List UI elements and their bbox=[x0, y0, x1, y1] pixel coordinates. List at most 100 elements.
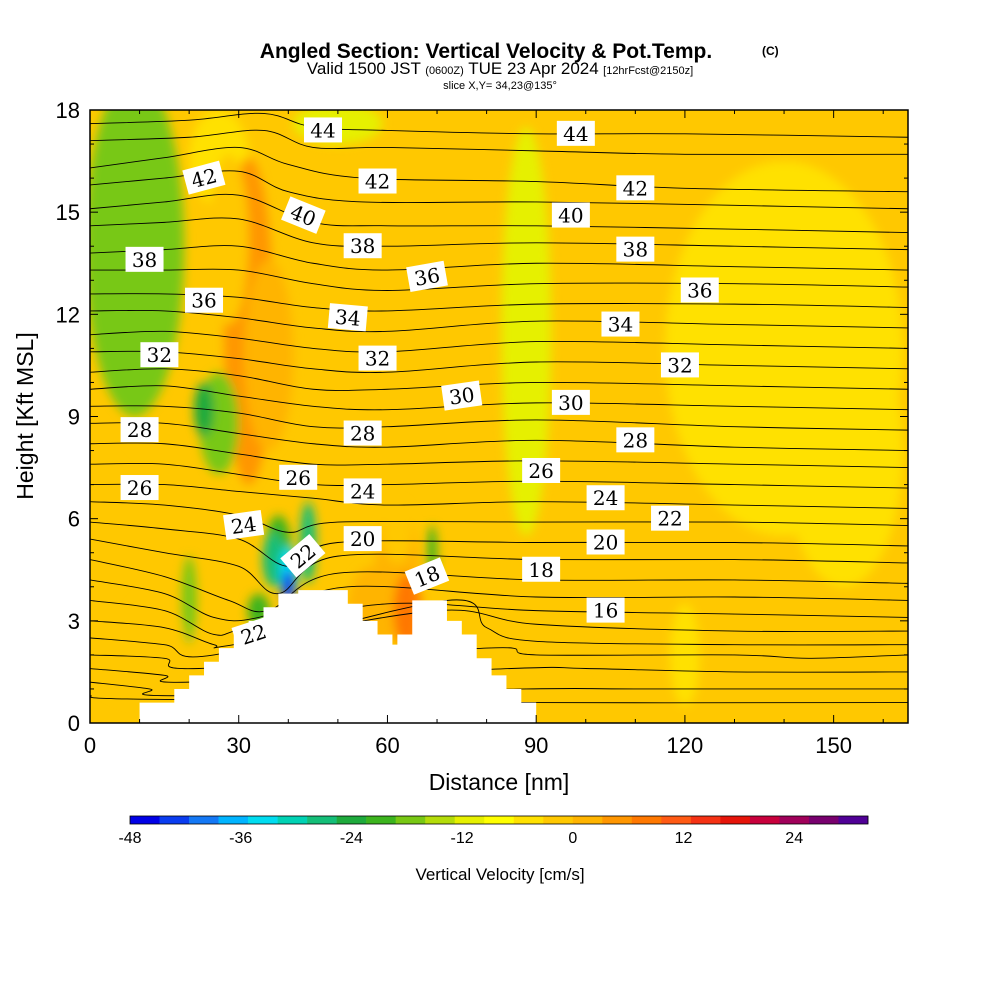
contour-label-16: 32 bbox=[358, 345, 397, 371]
velocity-cell-10 bbox=[784, 314, 904, 587]
colorbar-swatch bbox=[631, 816, 662, 824]
contour-line-25 bbox=[90, 501, 908, 533]
contour-label-text: 36 bbox=[191, 289, 216, 313]
colorbar-swatch bbox=[277, 816, 308, 824]
contour-label-box bbox=[120, 475, 159, 501]
chart-subtitle: Valid 1500 JST (0600Z) TUE 23 Apr 2024 [… bbox=[307, 59, 693, 78]
contour-label-box bbox=[343, 526, 382, 552]
colorbar-swatch bbox=[690, 816, 721, 824]
contour-label-box bbox=[358, 168, 397, 194]
contour-label-text: 20 bbox=[350, 527, 375, 551]
subtitle-forecast: [12hrFcst@2150z] bbox=[603, 65, 693, 77]
contour-label-14: 34 bbox=[601, 311, 640, 337]
contour-label-text: 28 bbox=[350, 422, 375, 446]
vertical-velocity-fill bbox=[90, 110, 904, 706]
contour-label-text: 28 bbox=[127, 418, 152, 442]
contour-label-text: 20 bbox=[593, 531, 618, 555]
contour-line-28 bbox=[90, 442, 908, 469]
colorbar-swatch bbox=[159, 816, 190, 824]
subtitle-valid: Valid 1500 JST bbox=[307, 59, 421, 78]
contour-label-text: 18 bbox=[528, 558, 553, 582]
colorbar-tick-label: -24 bbox=[340, 830, 363, 847]
colorbar-swatch bbox=[484, 816, 515, 824]
colorbar-ticks: -48 -36 -24 -12 0 12 24 bbox=[118, 830, 803, 847]
contour-label-26: 24 bbox=[343, 478, 382, 504]
contour-label-28: 24 bbox=[223, 509, 265, 541]
contour-label-text: 28 bbox=[623, 428, 648, 452]
contour-line-22 bbox=[90, 559, 908, 613]
contour-line-16 bbox=[90, 666, 908, 683]
colorbar-swatch bbox=[336, 816, 367, 824]
colorbar-tick-label: -48 bbox=[118, 830, 141, 847]
contour-line-18 bbox=[90, 599, 908, 658]
contour-label-10: 36 bbox=[185, 287, 224, 313]
contour-line-35 bbox=[90, 309, 908, 333]
colorbar-swatch bbox=[248, 816, 278, 824]
velocity-cell-14 bbox=[382, 501, 413, 563]
contour-label-text: 38 bbox=[350, 234, 375, 258]
contour-label-box bbox=[586, 597, 625, 623]
contour-line-32 bbox=[90, 368, 908, 392]
contour-label-text: 24 bbox=[350, 479, 375, 503]
contour-line-30 bbox=[90, 405, 908, 431]
contour-label-35: 16 bbox=[586, 597, 625, 623]
colorbar-label: Vertical Velocity [cm/s] bbox=[415, 865, 584, 884]
x-tick-label: 0 bbox=[84, 733, 96, 758]
contour-label-36: 22 bbox=[231, 616, 276, 652]
colorbar-tick-label: 12 bbox=[675, 830, 693, 847]
contour-label-box bbox=[551, 389, 590, 415]
contour-label-box bbox=[551, 202, 590, 228]
contour-label-box bbox=[601, 311, 640, 337]
colorbar-swatch bbox=[513, 816, 544, 824]
colorbar-swatch bbox=[366, 816, 396, 824]
contour-label-24: 26 bbox=[522, 457, 561, 483]
colorbar-tick-label: -36 bbox=[229, 830, 252, 847]
contour-label-text: 32 bbox=[365, 347, 390, 371]
contour-label-8: 38 bbox=[343, 233, 382, 259]
subtitle-date: TUE 23 Apr 2024 bbox=[468, 59, 598, 78]
contour-label-box bbox=[586, 529, 625, 555]
contour-label-box bbox=[185, 287, 224, 313]
contour-label-text: 26 bbox=[127, 476, 152, 500]
contour-label-text: 22 bbox=[657, 507, 682, 531]
contour-line-23 bbox=[90, 538, 908, 595]
colorbar-tick-label: 24 bbox=[785, 830, 803, 847]
x-tick-label: 120 bbox=[667, 733, 704, 758]
contour-label-text: 32 bbox=[147, 343, 172, 367]
contour-label-12: 36 bbox=[680, 277, 719, 303]
contour-label-31: 20 bbox=[586, 529, 625, 555]
subtitle-utc: (0600Z) bbox=[425, 65, 464, 77]
contour-line-38 bbox=[90, 245, 908, 271]
colorbar-swatch bbox=[749, 816, 780, 824]
contour-label-0: 44 bbox=[304, 117, 343, 143]
velocity-cell-5 bbox=[208, 154, 249, 325]
y-tick-label: 15 bbox=[56, 200, 80, 225]
colorbar-tick-label: 0 bbox=[568, 830, 577, 847]
y-axis-label: Height [Kft MSL] bbox=[12, 332, 38, 499]
y-tick-label: 9 bbox=[68, 405, 80, 430]
y-tick-label: 0 bbox=[68, 711, 80, 736]
x-tick-label: 30 bbox=[226, 733, 250, 758]
contour-label-15: 32 bbox=[140, 342, 179, 368]
contour-label-box bbox=[556, 120, 595, 146]
contour-label-box bbox=[120, 417, 159, 443]
contour-label-17: 32 bbox=[660, 352, 699, 378]
contour-label-text: 44 bbox=[310, 118, 335, 142]
slice-info: slice X,Y= 34,23@135° bbox=[443, 80, 557, 92]
contour-label-34: 18 bbox=[522, 556, 561, 582]
x-tick-label: 60 bbox=[375, 733, 399, 758]
contour-label-box bbox=[616, 427, 655, 453]
contour-label-box bbox=[404, 557, 450, 595]
contour-line-26 bbox=[90, 483, 908, 509]
colorbar-swatch bbox=[130, 816, 160, 824]
colorbar-swatch bbox=[395, 816, 426, 824]
colorbar-tick-label: -12 bbox=[451, 830, 474, 847]
contour-label-text: 26 bbox=[285, 466, 310, 490]
contour-label-box bbox=[680, 277, 719, 303]
colorbar-swatch bbox=[189, 816, 219, 824]
contour-label-text: 16 bbox=[593, 599, 618, 623]
contour-label-box bbox=[343, 478, 382, 504]
contour-label-18: 30 bbox=[441, 380, 483, 411]
